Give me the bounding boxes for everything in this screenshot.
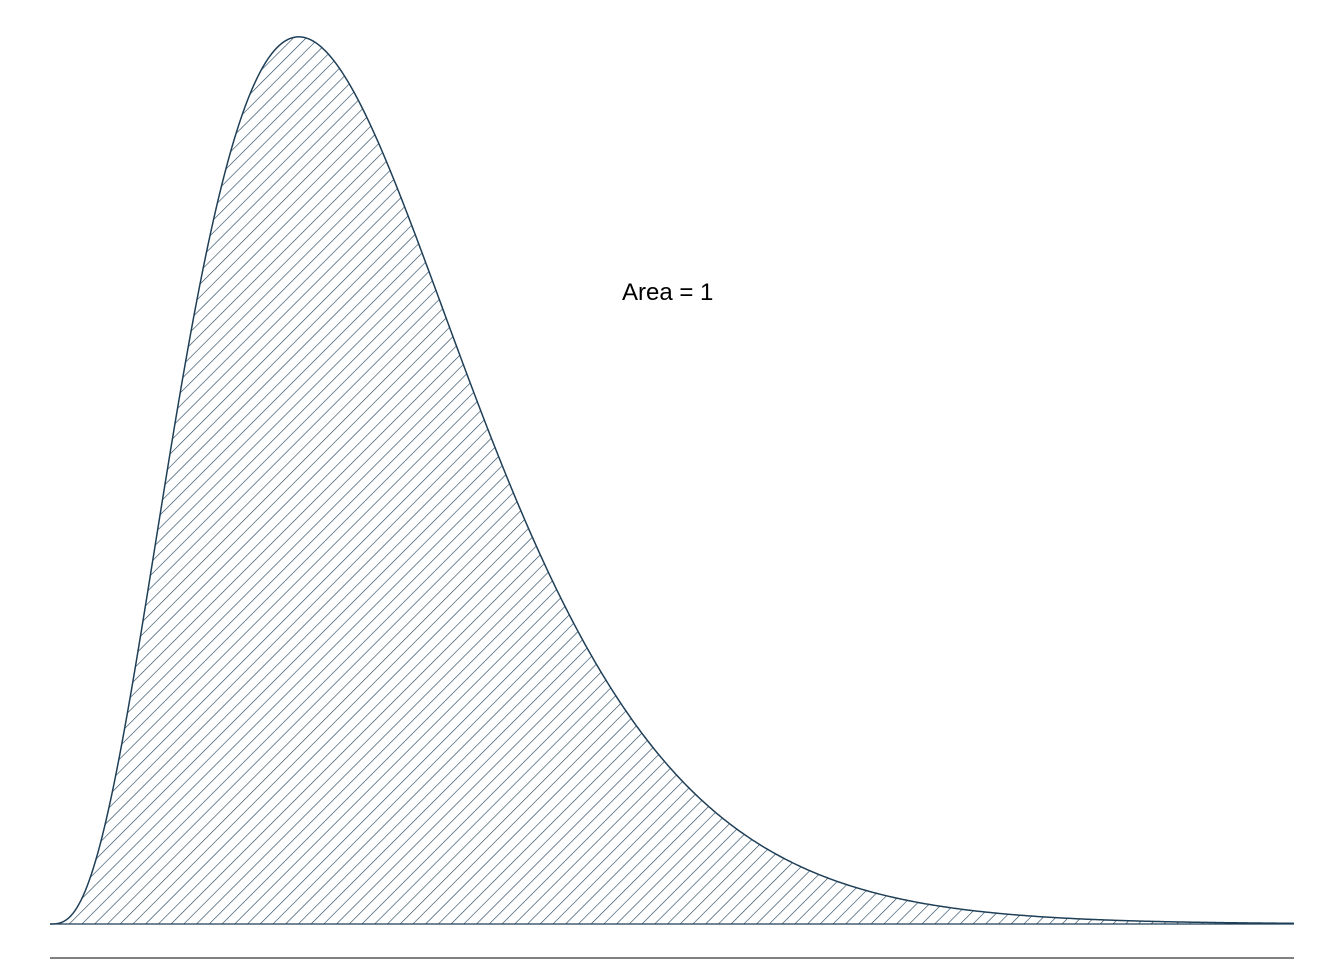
density-area-fill xyxy=(50,36,1294,924)
density-curve xyxy=(49,36,1295,925)
area-annotation: Area = 1 xyxy=(622,279,713,306)
